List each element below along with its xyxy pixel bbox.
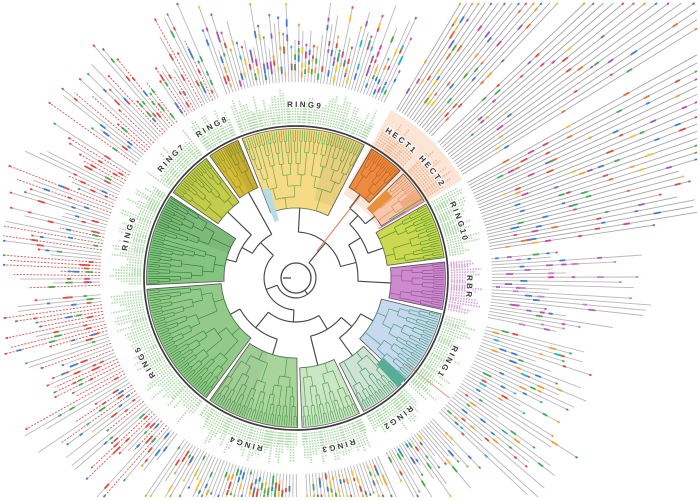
bar-domain-segments [4, 18, 214, 455]
bar-domain-segments [217, 2, 691, 242]
clade-ring4 [209, 342, 299, 428]
bar-domain-segments [512, 258, 639, 330]
bar-domain-segments [239, 32, 561, 458]
bars-rbr [487, 251, 652, 332]
clade-hect1 [348, 148, 401, 204]
clade-ring7 [172, 157, 240, 225]
clade-wedge-ring2 [338, 345, 402, 412]
dendrogram-hect1 [353, 150, 399, 200]
clade-ring10 [375, 203, 445, 266]
clade-label-rbr: RBR [464, 275, 474, 300]
bar-domain-segments [149, 2, 685, 498]
decorative-subwedges [156, 132, 424, 418]
clade-wedges-and-subtrees [146, 128, 446, 428]
bar-domain-segments [3, 2, 698, 498]
leaf-labels-hect1 [374, 124, 417, 167]
clade-label-ring9: RING9 [287, 100, 324, 111]
leaf-labels-ring6 [109, 185, 166, 285]
leaf-labels-ring1 [408, 315, 476, 401]
clade-ring6 [146, 195, 237, 286]
clade-ring1 [359, 298, 442, 382]
clade-label-ring7: RING7 [156, 142, 187, 174]
leaf-labels-rbr [447, 260, 484, 315]
bars-longfan [396, 2, 698, 250]
leaf-labels-ring7 [146, 128, 203, 189]
root-circle [280, 262, 312, 294]
clade-ring2 [338, 345, 402, 412]
dendrogram-ring7 [175, 160, 234, 219]
leaf-labels-ring3 [301, 418, 372, 464]
leaf-labels-ring10 [430, 187, 480, 257]
leaf-labels-ring2 [366, 388, 419, 434]
leaf-label-ring [109, 89, 484, 465]
leaf-labels-ring4 [198, 404, 298, 465]
clade-wedge-ring8 [209, 139, 259, 199]
clade-ring3 [299, 358, 361, 428]
leaf-labels-hect2 [407, 149, 452, 197]
special-branch [316, 195, 361, 252]
clade-wedge-rbr [388, 261, 446, 310]
clade-label-ring8: RING8 [194, 114, 230, 139]
bar-domain-segments [495, 251, 603, 331]
dendrogram-ring4 [211, 350, 297, 427]
bars-right [438, 326, 592, 498]
dendrogram-ring1 [364, 308, 440, 380]
clade-ring9 [241, 128, 365, 217]
bar-domain-segments [140, 2, 681, 498]
special-branch [378, 200, 426, 230]
clade-wedge-ring7 [172, 157, 240, 225]
leaf-labels-ring8 [190, 109, 237, 151]
dendrogram-ring6 [147, 198, 232, 284]
dendrogram-ring10 [378, 205, 443, 261]
clade-rbr [388, 261, 446, 310]
special-branch [406, 363, 450, 399]
dendrogram-ring3 [302, 362, 358, 426]
inner-skeleton [226, 192, 391, 366]
dendrogram-ring9 [243, 129, 363, 212]
leaf-labels-ring5 [110, 290, 203, 424]
clade-wedge-ring1 [359, 298, 442, 382]
clade-wedge-hect1 [348, 148, 401, 204]
tree-outline-circle [143, 125, 449, 431]
special-branch [388, 197, 424, 220]
dendrogram-rbr [389, 263, 445, 309]
leaf-labels-ring9 [230, 89, 378, 140]
bar-domain-segments [2, 13, 698, 498]
